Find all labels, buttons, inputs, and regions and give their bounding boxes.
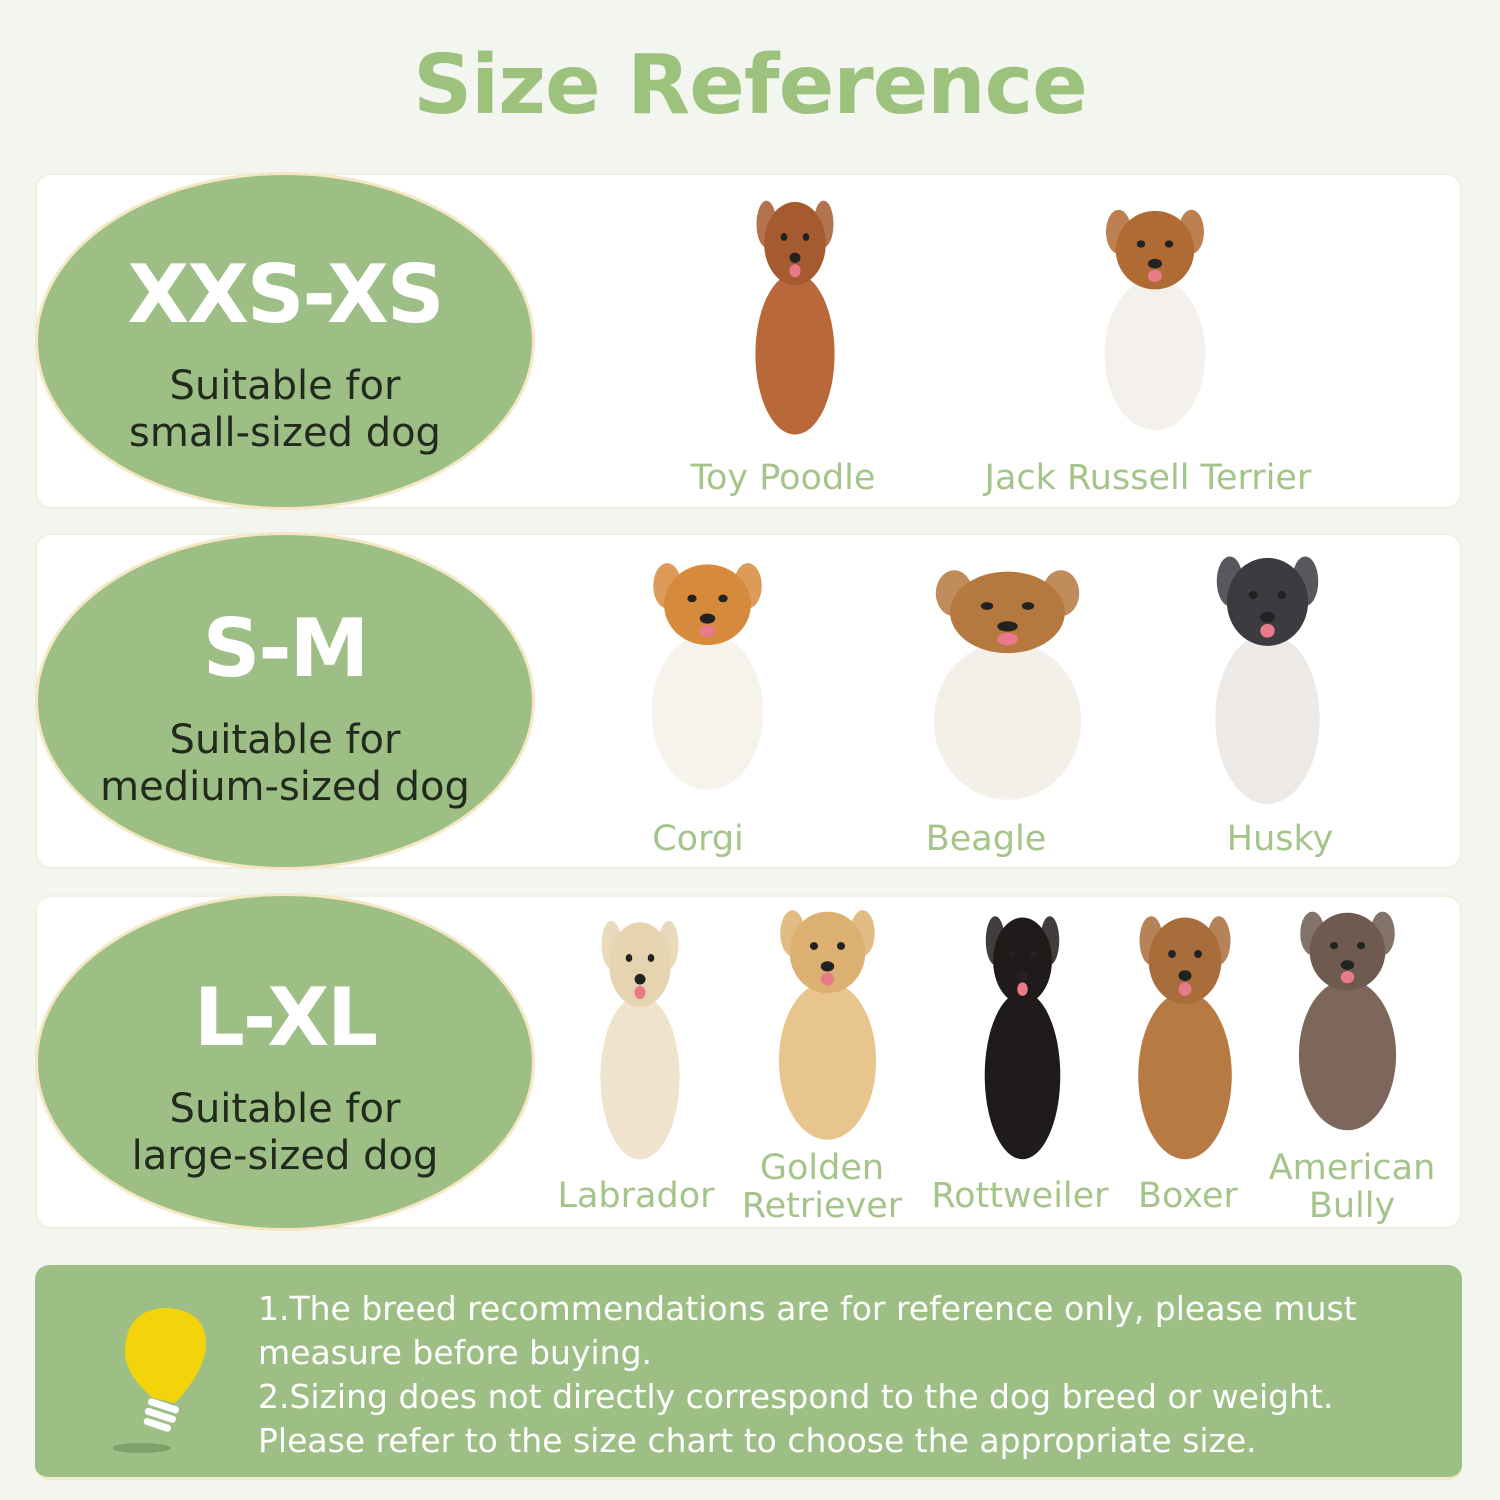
size-badge-s-m: S-M Suitable for medium-sized dog bbox=[35, 532, 535, 870]
breed-label-golden-retriever: Golden Retriever bbox=[742, 1149, 902, 1225]
breed-label-jack-russell-terrier: Jack Russell Terrier bbox=[984, 458, 1312, 498]
page-title: Size Reference bbox=[413, 38, 1088, 133]
size-desc-line2: medium-sized dog bbox=[100, 764, 470, 810]
breed-label-line1: Golden bbox=[759, 1148, 885, 1188]
size-badge-l-xl: L-XL Suitable for large-sized dog bbox=[35, 893, 535, 1231]
dog-image-boxer bbox=[1138, 916, 1232, 1160]
size-badge-xxs-xs: XXS-XS Suitable for small-sized dog bbox=[35, 172, 535, 510]
note-2: 2.Sizing does not directly correspond to… bbox=[258, 1377, 1334, 1460]
breed-label-boxer: Boxer bbox=[1138, 1176, 1238, 1216]
breed-label-line1: American bbox=[1268, 1148, 1436, 1188]
dog-image-corgi bbox=[651, 563, 764, 790]
size-desc-line2: large-sized dog bbox=[131, 1133, 439, 1179]
breed-label-labrador: Labrador bbox=[557, 1176, 715, 1216]
dog-image-beagle bbox=[933, 570, 1082, 800]
dog-image-jack-russell-terrier bbox=[1104, 209, 1206, 431]
size-label: XXS-XS bbox=[127, 248, 445, 341]
dog-image-husky bbox=[1215, 556, 1320, 804]
dog-image-labrador bbox=[600, 920, 680, 1160]
dog-image-golden-retriever bbox=[778, 910, 877, 1140]
breed-label-rottweiler: Rottweiler bbox=[931, 1176, 1109, 1216]
size-desc-line2: small-sized dog bbox=[129, 410, 441, 456]
breed-label-husky: Husky bbox=[1226, 819, 1334, 859]
breed-label-beagle: Beagle bbox=[925, 819, 1047, 859]
breed-label-line2: Bully bbox=[1308, 1186, 1396, 1226]
size-desc-line1: Suitable for bbox=[169, 363, 401, 409]
breed-label-line2: Retriever bbox=[741, 1186, 903, 1226]
dog-image-toy-poodle bbox=[755, 200, 835, 435]
size-label: L-XL bbox=[193, 971, 378, 1064]
notes-panel: 1.The breed recommendations are for refe… bbox=[35, 1265, 1462, 1480]
note-1: 1.The breed recommendations are for refe… bbox=[258, 1289, 1357, 1372]
dog-image-rottweiler bbox=[984, 916, 1061, 1160]
size-desc-line1: Suitable for bbox=[169, 717, 401, 763]
dog-image-american-bully bbox=[1298, 911, 1397, 1131]
breed-label-toy-poodle: Toy Poodle bbox=[690, 458, 876, 498]
breed-label-corgi: Corgi bbox=[652, 819, 744, 859]
breed-label-american-bully: American Bully bbox=[1269, 1149, 1436, 1225]
size-desc-line1: Suitable for bbox=[169, 1086, 401, 1132]
size-label: S-M bbox=[202, 602, 369, 695]
lightbulb-icon bbox=[113, 1308, 207, 1453]
